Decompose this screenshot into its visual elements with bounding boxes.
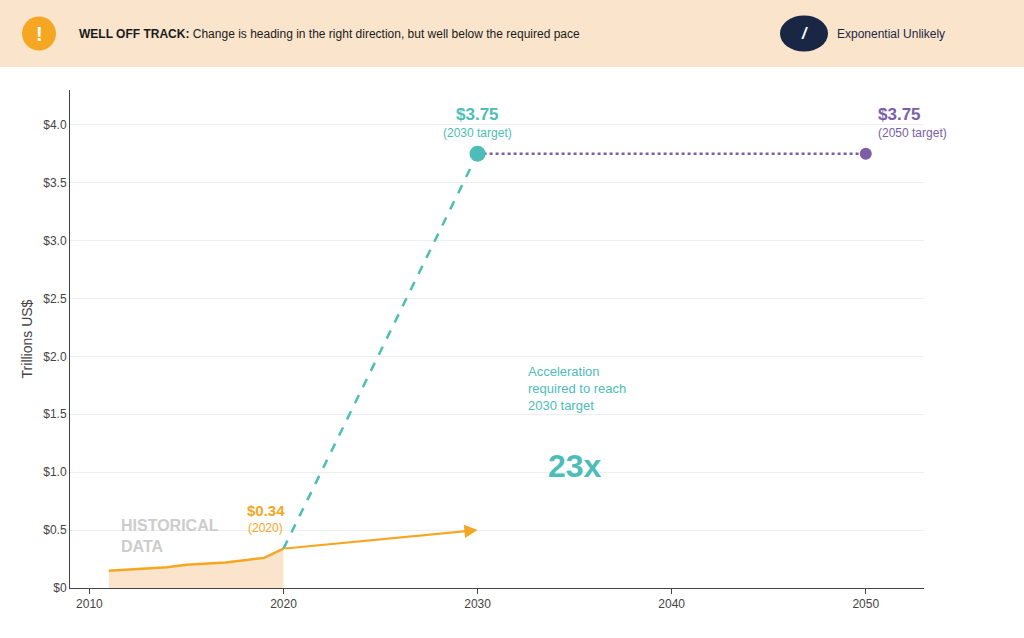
svg-text:$4.0: $4.0 [43, 118, 67, 132]
svg-text:(2050 target): (2050 target) [878, 126, 947, 140]
svg-text:$3.75: $3.75 [456, 105, 499, 124]
svg-text:HISTORICALDATA: HISTORICALDATA [121, 517, 219, 555]
svg-text:$3.0: $3.0 [43, 234, 67, 248]
svg-text:Accelerationrequired to reach2: Accelerationrequired to reach2030 target [528, 364, 626, 413]
svg-text:$1.5: $1.5 [43, 407, 67, 421]
svg-text:2010: 2010 [76, 597, 103, 611]
svg-text:Trillions US$: Trillions US$ [19, 299, 35, 378]
svg-text:(2020): (2020) [248, 521, 283, 535]
svg-text:WELL OFF TRACK: Change is head: WELL OFF TRACK: Change is heading in the… [79, 27, 580, 41]
svg-text:2040: 2040 [658, 597, 685, 611]
svg-text:2030: 2030 [464, 597, 491, 611]
svg-text:Exponential Unlikely: Exponential Unlikely [837, 27, 945, 41]
svg-text:$2.5: $2.5 [43, 292, 67, 306]
svg-text:$2.0: $2.0 [43, 350, 67, 364]
svg-text:$3.5: $3.5 [43, 176, 67, 190]
svg-text:2020: 2020 [270, 597, 297, 611]
svg-text:$0.34: $0.34 [247, 502, 285, 519]
svg-text:/: / [801, 25, 808, 42]
svg-text:2050: 2050 [852, 597, 879, 611]
svg-text:$1.0: $1.0 [43, 465, 67, 479]
svg-text:$0: $0 [53, 581, 67, 595]
svg-text:(2030 target): (2030 target) [443, 126, 512, 140]
svg-text:!: ! [36, 23, 43, 45]
svg-text:23x: 23x [548, 448, 602, 484]
svg-text:$0.5: $0.5 [43, 523, 67, 537]
svg-text:$3.75: $3.75 [878, 105, 921, 124]
